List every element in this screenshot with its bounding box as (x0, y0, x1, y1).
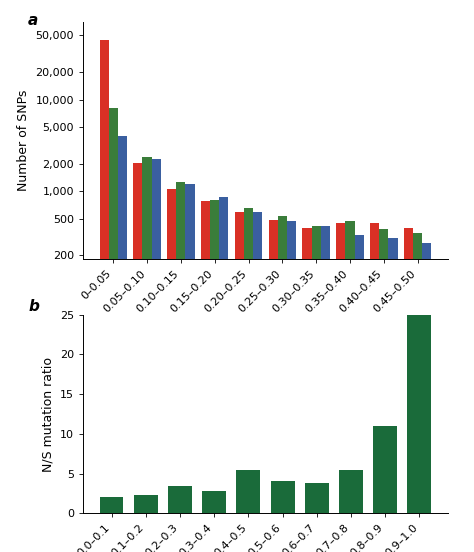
Bar (287, 221, 296, 552)
Bar (373, 426, 397, 513)
Bar (321, 226, 330, 552)
Y-axis label: N/S mutation ratio: N/S mutation ratio (41, 357, 54, 471)
Bar (210, 200, 219, 552)
X-axis label: Minor allele frequency: Minor allele frequency (196, 320, 335, 333)
Bar (346, 221, 355, 552)
Bar (336, 223, 346, 552)
Text: a: a (28, 13, 38, 28)
Bar (379, 229, 388, 552)
Bar (278, 216, 287, 552)
Bar (167, 189, 176, 552)
Bar (134, 495, 158, 513)
Bar (253, 211, 262, 552)
Bar (305, 483, 329, 513)
Bar (244, 208, 253, 552)
Bar (118, 136, 127, 552)
Bar (271, 481, 294, 513)
Bar (237, 470, 260, 513)
Bar (168, 486, 192, 513)
Bar (202, 491, 226, 513)
Text: b: b (28, 299, 39, 314)
Bar (422, 243, 431, 552)
Y-axis label: Number of SNPs: Number of SNPs (17, 90, 30, 192)
Bar (404, 227, 413, 552)
Bar (235, 211, 244, 552)
Bar (370, 223, 379, 552)
Bar (152, 159, 161, 552)
Bar (133, 163, 143, 552)
Bar (185, 184, 195, 552)
Bar (413, 233, 422, 552)
Bar (355, 235, 364, 552)
Bar (176, 182, 185, 552)
Bar (201, 201, 210, 552)
Bar (109, 108, 118, 552)
Bar (339, 470, 363, 513)
Bar (388, 238, 398, 552)
Bar (219, 197, 228, 552)
Bar (100, 40, 109, 552)
Bar (302, 227, 311, 552)
Bar (407, 315, 431, 513)
Bar (269, 220, 278, 552)
Bar (100, 497, 124, 513)
Bar (143, 157, 152, 552)
Bar (311, 226, 321, 552)
